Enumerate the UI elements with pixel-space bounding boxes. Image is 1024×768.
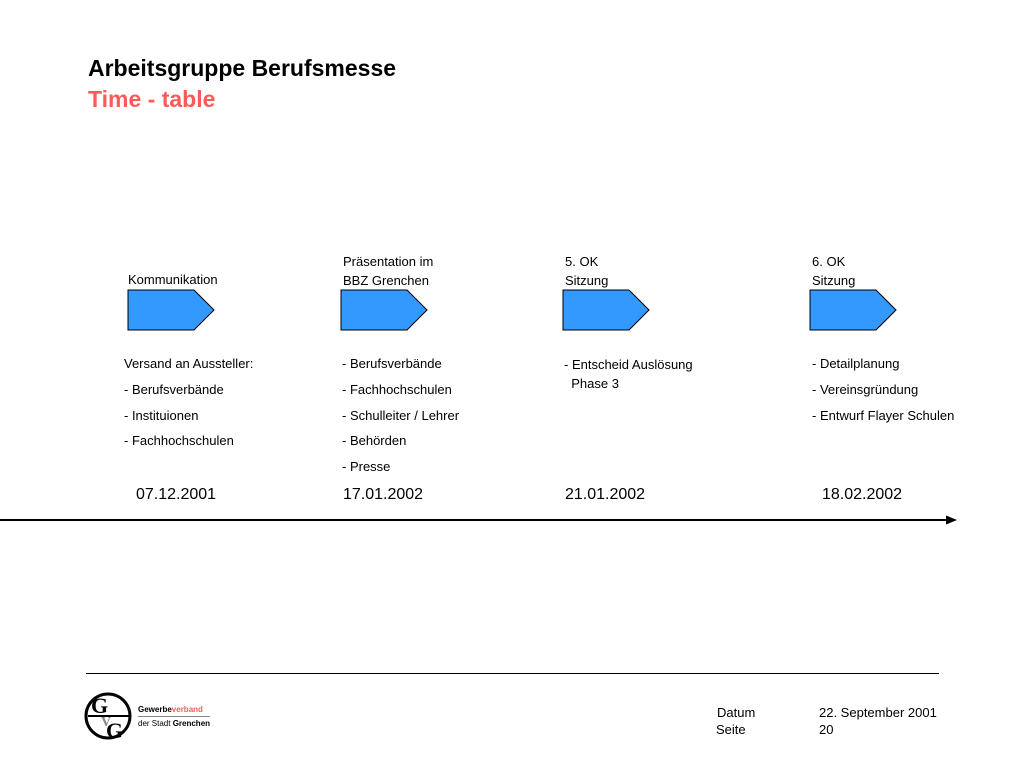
svg-text:G: G (91, 693, 108, 718)
milestone-item: - Schulleiter / Lehrer (342, 407, 460, 423)
milestone-item: - Entscheid Auslösung (564, 357, 693, 372)
milestone-date-2: 17.01.2002 (343, 486, 424, 503)
timeline-axis (0, 515, 957, 525)
milestone-label-4: 6. OK Sitzung (812, 252, 855, 290)
milestone-label-1: Kommunikation (128, 270, 218, 289)
milestone-item: - Berufsverbände (124, 381, 224, 397)
page-subtitle: Time - table (88, 86, 216, 112)
logo-word: Gewerbe (138, 705, 172, 714)
milestone-item: - Presse (342, 459, 391, 475)
milestone-date-1: 07.12.2001 (136, 486, 217, 503)
svg-text:G: G (106, 718, 123, 742)
milestone-label-line: Sitzung (565, 273, 609, 288)
milestone-items-1: Versand an Aussteller: - Berufsverbände … (124, 351, 253, 454)
milestone-items-4: - Detailplanung - Vereinsgründung - Entw… (812, 351, 954, 428)
milestone-item: Phase 3 (564, 376, 619, 391)
milestone-arrow-2 (340, 289, 428, 331)
milestone-arrow-3 (562, 289, 650, 331)
milestone-item: - Instituionen (124, 407, 199, 423)
datum-value: 22. September 2001 (819, 705, 937, 720)
logo-line-2: der Stadt Grenchen (138, 719, 210, 729)
gvg-logo-icon: G V G (84, 692, 132, 742)
footer-divider (86, 673, 939, 674)
milestone-label-line: Präsentation im (343, 254, 434, 269)
milestone-label-3: 5. OK Sitzung (565, 252, 608, 290)
milestone-item: - Fachhochschulen (124, 433, 234, 449)
milestone-arrow-4 (809, 289, 897, 331)
milestone-item: - Behörden (342, 433, 407, 449)
milestone-date-4: 18.02.2002 (822, 486, 903, 503)
milestone-items-2: - Berufsverbände - Fachhochschulen - Sch… (342, 351, 459, 480)
milestone-item: Versand an Aussteller: (124, 356, 254, 371)
milestone-label-line: 6. OK (812, 254, 846, 269)
gvg-logo-text: Gewerbeverband der Stadt Grenchen (138, 705, 211, 729)
logo-word: verband (171, 705, 203, 714)
milestone-item: - Fachhochschulen (342, 381, 452, 397)
seite-value: 20 (819, 722, 834, 737)
datum-label: Datum (717, 705, 756, 720)
milestone-item: - Entwurf Flayer Schulen (812, 407, 955, 423)
milestone-item: - Vereinsgründung (812, 381, 919, 397)
milestone-date-3: 21.01.2002 (565, 486, 646, 503)
milestone-items-3: - Entscheid Auslösung Phase 3 (564, 355, 693, 393)
milestone-item: - Detailplanung (812, 356, 900, 371)
logo-word: Grenchen (172, 719, 211, 728)
milestone-arrow-1 (127, 289, 215, 331)
milestone-label-2: Präsentation im BBZ Grenchen (343, 252, 433, 290)
page-title: Arbeitsgruppe Berufsmesse (88, 55, 397, 81)
svg-text:V: V (101, 715, 111, 730)
milestone-label-line: 5. OK (565, 254, 599, 269)
logo-word: der Stadt (138, 719, 173, 728)
milestone-item: - Berufsverbände (342, 356, 442, 371)
milestone-label-line: Kommunikation (128, 272, 218, 287)
seite-label: Seite (716, 722, 746, 737)
milestone-label-line: Sitzung (812, 273, 856, 288)
milestone-label-line: BBZ Grenchen (343, 273, 429, 288)
logo-line-1: Gewerbeverband (138, 705, 211, 717)
